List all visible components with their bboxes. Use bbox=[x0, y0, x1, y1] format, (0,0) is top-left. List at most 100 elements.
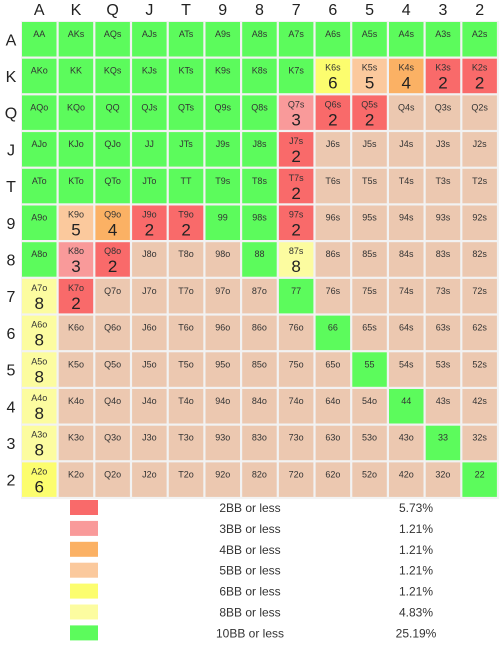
hand-label: 92s bbox=[472, 213, 487, 223]
hand-label: T2s bbox=[472, 176, 488, 186]
hand-cell-fill bbox=[425, 132, 461, 167]
hand-cell-fill bbox=[132, 425, 167, 461]
hand-cell-fill bbox=[462, 168, 497, 204]
hand-cell-fill bbox=[22, 315, 57, 351]
hand-cell-fill bbox=[462, 352, 497, 387]
hand-cell: 99 bbox=[205, 205, 240, 240]
hand-cell-fill bbox=[168, 352, 204, 387]
hand-cell-fill bbox=[58, 278, 94, 314]
hand-label: 86o bbox=[252, 323, 267, 333]
stack-depth-label: 2 bbox=[291, 184, 300, 203]
hand-cell-fill bbox=[315, 95, 351, 130]
hand-label: TT bbox=[181, 176, 192, 186]
hand-cell: 82s bbox=[462, 242, 497, 277]
hand-cell-fill bbox=[425, 278, 461, 314]
hand-label: 74s bbox=[399, 286, 414, 296]
hand-cell: Q6o bbox=[95, 315, 130, 351]
hand-cell: 97o bbox=[205, 278, 240, 314]
hand-label: AKs bbox=[68, 29, 85, 39]
hand-cell-fill bbox=[315, 22, 351, 57]
hand-cell: T4s bbox=[389, 168, 424, 204]
hand-label: 92o bbox=[215, 469, 230, 479]
hand-label: J5o bbox=[142, 359, 157, 369]
hand-cell: 33 bbox=[425, 425, 461, 461]
hand-cell-fill bbox=[132, 168, 167, 204]
hand-label: AQs bbox=[104, 29, 122, 39]
hand-label: 43o bbox=[399, 433, 414, 443]
hand-label: A8s bbox=[252, 29, 268, 39]
hand-label: KQs bbox=[104, 66, 122, 76]
hand-cell-fill bbox=[352, 242, 387, 277]
hand-cell-fill bbox=[462, 58, 497, 94]
hand-label: J2o bbox=[142, 469, 157, 479]
stack-depth-label: 5 bbox=[365, 74, 374, 93]
hand-cell: KK bbox=[58, 58, 94, 94]
hand-cell: A6s bbox=[315, 22, 351, 57]
hand-cell-fill bbox=[425, 168, 461, 204]
hand-cell-fill bbox=[425, 389, 461, 424]
hand-label: 73s bbox=[436, 286, 451, 296]
hand-cell: 73o bbox=[278, 425, 314, 461]
hand-cell: Q2s bbox=[462, 95, 497, 130]
hand-cell-fill bbox=[242, 132, 277, 167]
hand-cell-fill bbox=[95, 242, 130, 277]
hand-cell: T3s bbox=[425, 168, 461, 204]
hand-cell-fill bbox=[389, 352, 424, 387]
hand-cell-fill bbox=[168, 242, 204, 277]
hand-cell: 87o bbox=[242, 278, 277, 314]
hand-cell-fill bbox=[315, 168, 351, 204]
hand-label: 95s bbox=[362, 213, 377, 223]
hand-label: AA bbox=[33, 29, 45, 39]
hand-cell-fill bbox=[205, 315, 240, 351]
hand-cell: Q2o bbox=[95, 462, 130, 497]
hand-cell: ATo bbox=[22, 168, 57, 204]
hand-label: Q3o bbox=[104, 433, 121, 443]
hand-cell-fill bbox=[462, 315, 497, 351]
hand-label: J5s bbox=[363, 139, 378, 149]
column-label: A bbox=[34, 2, 45, 19]
hand-cell: 85o bbox=[242, 352, 277, 387]
hand-cell: K5o bbox=[58, 352, 94, 387]
hand-label: 42s bbox=[472, 396, 487, 406]
hand-label: A9s bbox=[215, 29, 231, 39]
hand-cell: 94s bbox=[389, 205, 424, 240]
hand-label: 53o bbox=[362, 433, 377, 443]
hand-label: A9o bbox=[31, 213, 47, 223]
hand-cell: KJo bbox=[58, 132, 94, 167]
legend-label: 10BB or less bbox=[216, 626, 284, 640]
hand-label: 33 bbox=[438, 433, 448, 443]
hand-label: QQ bbox=[106, 102, 120, 112]
hand-label: Q9s bbox=[214, 102, 231, 112]
legend-label: 3BB or less bbox=[219, 522, 280, 536]
stack-depth-label: 8 bbox=[291, 257, 300, 276]
hand-cell: QQ bbox=[95, 95, 130, 130]
hand-cell: A5s bbox=[352, 22, 387, 57]
hand-label: K6o bbox=[68, 323, 84, 333]
hand-cell-fill bbox=[242, 425, 277, 461]
hand-label: Q3s bbox=[435, 102, 452, 112]
legend-swatch bbox=[70, 500, 98, 515]
hand-cell-fill bbox=[315, 315, 351, 351]
hand-cell: K7s bbox=[278, 58, 314, 94]
hand-cell: JTo bbox=[132, 168, 167, 204]
hand-cell: A3s bbox=[425, 22, 461, 57]
hand-cell-fill bbox=[425, 315, 461, 351]
hand-label: T6o bbox=[178, 323, 194, 333]
hand-label: 73o bbox=[289, 433, 304, 443]
hand-cell-fill bbox=[132, 205, 167, 240]
row-label: 9 bbox=[7, 216, 16, 233]
hand-cell-fill bbox=[58, 462, 94, 497]
hand-cell-fill bbox=[462, 425, 497, 461]
hand-cell: J6o bbox=[132, 315, 167, 351]
hand-cell-fill bbox=[278, 462, 314, 497]
stack-depth-label: 6 bbox=[35, 477, 44, 496]
hand-label: 83o bbox=[252, 433, 267, 443]
